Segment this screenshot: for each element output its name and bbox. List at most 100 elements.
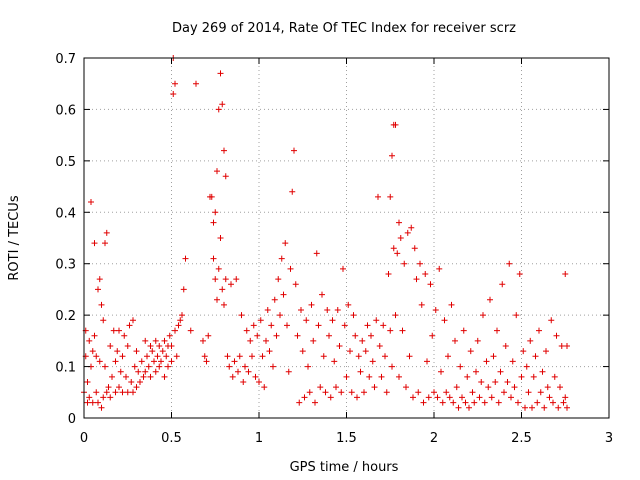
- data-point: [152, 337, 159, 344]
- data-point: [91, 332, 98, 339]
- data-point: [478, 379, 485, 385]
- data-point: [245, 368, 252, 375]
- data-point: [263, 337, 269, 344]
- data-point: [464, 373, 471, 380]
- x-axis-label: GPS time / hours: [290, 460, 399, 475]
- data-point: [359, 337, 366, 344]
- data-point: [420, 399, 427, 406]
- data-point: [168, 358, 175, 365]
- data-point: [424, 358, 430, 365]
- x-tick-label: 3: [605, 431, 613, 446]
- data-point: [161, 373, 168, 380]
- data-point: [403, 384, 409, 391]
- data-point: [443, 389, 450, 396]
- data-point: [268, 322, 275, 329]
- data-point: [135, 368, 142, 375]
- data-point: [235, 368, 241, 375]
- data-point: [369, 358, 376, 365]
- data-point: [187, 327, 194, 334]
- data-point: [221, 147, 227, 154]
- data-point: [343, 373, 350, 380]
- data-point: [200, 337, 206, 344]
- data-point: [270, 363, 276, 370]
- data-point: [84, 399, 91, 406]
- y-tick-label: 0.5: [55, 155, 76, 170]
- data-point: [254, 332, 261, 339]
- data-point: [233, 276, 240, 283]
- data-point: [266, 348, 273, 355]
- data-point: [156, 363, 163, 370]
- data-point: [96, 358, 103, 365]
- data-point: [182, 255, 189, 262]
- data-point: [203, 358, 210, 365]
- data-point: [301, 394, 308, 401]
- data-point: [376, 343, 383, 349]
- data-point: [539, 368, 546, 375]
- data-point: [525, 389, 532, 396]
- data-point: [88, 199, 94, 205]
- data-point: [107, 343, 114, 349]
- data-point: [436, 265, 443, 272]
- data-point: [277, 312, 283, 319]
- data-point: [212, 276, 219, 283]
- data-point: [516, 271, 523, 277]
- data-point: [280, 291, 287, 298]
- x-ticks: 0 0.5 1 1.5 2 2.5 3: [80, 58, 613, 446]
- data-point: [558, 343, 565, 349]
- data-point: [429, 332, 436, 339]
- data-point: [296, 399, 303, 406]
- data-point: [147, 343, 154, 349]
- data-point: [546, 394, 553, 401]
- data-point: [103, 389, 110, 396]
- data-point: [418, 301, 425, 308]
- data-point: [327, 394, 334, 401]
- data-point: [392, 121, 399, 128]
- y-axis-label: ROTI / TECUs: [7, 195, 22, 280]
- data-point: [168, 343, 175, 349]
- data-point: [548, 317, 555, 324]
- y-ticks: 0 0.1 0.2 0.3 0.4 0.5 0.6 0.7: [55, 52, 609, 427]
- chart-title: Day 269 of 2014, Rate Of TEC Index for r…: [172, 21, 516, 36]
- data-point: [86, 337, 93, 344]
- data-point: [289, 188, 296, 195]
- x-tick-label: 1.5: [336, 431, 357, 446]
- data-point: [455, 404, 462, 411]
- y-tick-label: 0.4: [55, 206, 76, 221]
- data-point: [396, 219, 402, 226]
- data-point: [448, 301, 455, 308]
- data-point: [179, 312, 185, 319]
- data-point: [154, 353, 161, 360]
- data-point: [158, 358, 164, 365]
- data-point: [210, 219, 217, 226]
- data-point: [93, 389, 100, 396]
- data-point: [116, 384, 122, 391]
- data-point: [102, 363, 108, 370]
- data-point: [278, 255, 285, 262]
- data-point: [492, 379, 499, 385]
- data-point: [275, 276, 282, 283]
- data-point: [445, 353, 451, 360]
- data-point: [214, 168, 220, 175]
- data-point: [95, 399, 101, 406]
- data-point: [261, 384, 268, 391]
- data-point: [98, 301, 105, 308]
- data-point: [117, 368, 124, 375]
- data-point: [529, 404, 535, 411]
- data-point: [392, 312, 399, 319]
- data-point: [560, 399, 567, 406]
- data-point: [131, 363, 138, 370]
- data-point: [107, 394, 114, 401]
- data-point: [562, 271, 569, 277]
- data-point: [317, 384, 324, 391]
- data-point: [110, 327, 117, 334]
- data-point: [133, 384, 140, 391]
- data-point: [555, 404, 562, 411]
- data-point: [410, 394, 416, 401]
- data-point: [350, 312, 357, 319]
- data-point: [226, 363, 233, 370]
- data-point: [145, 363, 152, 370]
- data-point: [215, 265, 222, 272]
- data-point: [340, 265, 346, 272]
- data-point: [378, 373, 385, 380]
- data-point: [326, 332, 332, 339]
